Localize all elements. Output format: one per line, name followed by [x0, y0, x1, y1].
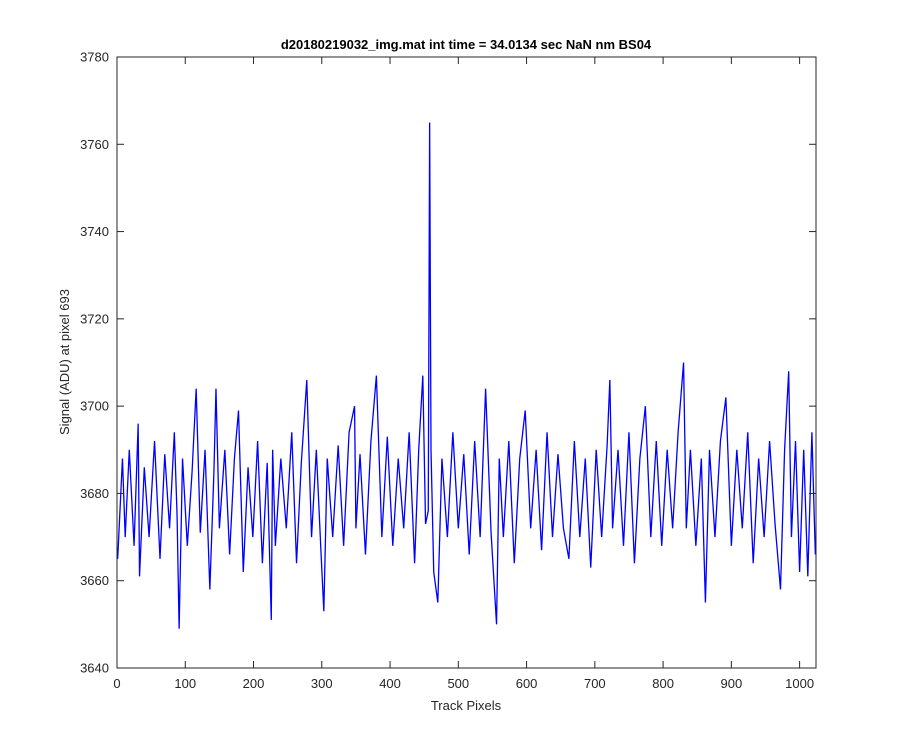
- x-tick-label: 100: [174, 676, 196, 691]
- x-tick-label: 900: [721, 676, 743, 691]
- x-tick-label: 0: [113, 676, 120, 691]
- y-tick-label: 3780: [80, 50, 109, 65]
- y-tick-label: 3680: [80, 486, 109, 501]
- x-tick-label: 200: [243, 676, 265, 691]
- y-tick-label: 3760: [80, 137, 109, 152]
- x-tick-label: 400: [379, 676, 401, 691]
- y-tick-label: 3660: [80, 573, 109, 588]
- x-tick-label: 300: [311, 676, 333, 691]
- series-line-1: [117, 122, 816, 629]
- x-tick-label: 600: [516, 676, 538, 691]
- x-tick-label: 500: [447, 676, 469, 691]
- x-tick-label: 1000: [785, 676, 814, 691]
- y-tick-label: 3700: [80, 399, 109, 414]
- y-tick-label: 3740: [80, 224, 109, 239]
- series-layer: [117, 122, 816, 629]
- y-tick-label: 3640: [80, 661, 109, 676]
- x-tick-label: 800: [652, 676, 674, 691]
- chart-title: d20180219032_img.mat int time = 34.0134 …: [281, 37, 652, 52]
- axes-box: [116, 56, 817, 669]
- y-tick-label: 3720: [80, 311, 109, 326]
- y-axis-label: Signal (ADU) at pixel 693: [57, 289, 72, 435]
- x-tick-label: 700: [584, 676, 606, 691]
- x-axis-label: Track Pixels: [431, 698, 502, 713]
- plot-area: [117, 57, 816, 668]
- tick-layer: 0 100 200 300 400 500 600 700 800 900 1000 3640 3660…: [80, 50, 816, 691]
- axes-layer: [116, 56, 817, 669]
